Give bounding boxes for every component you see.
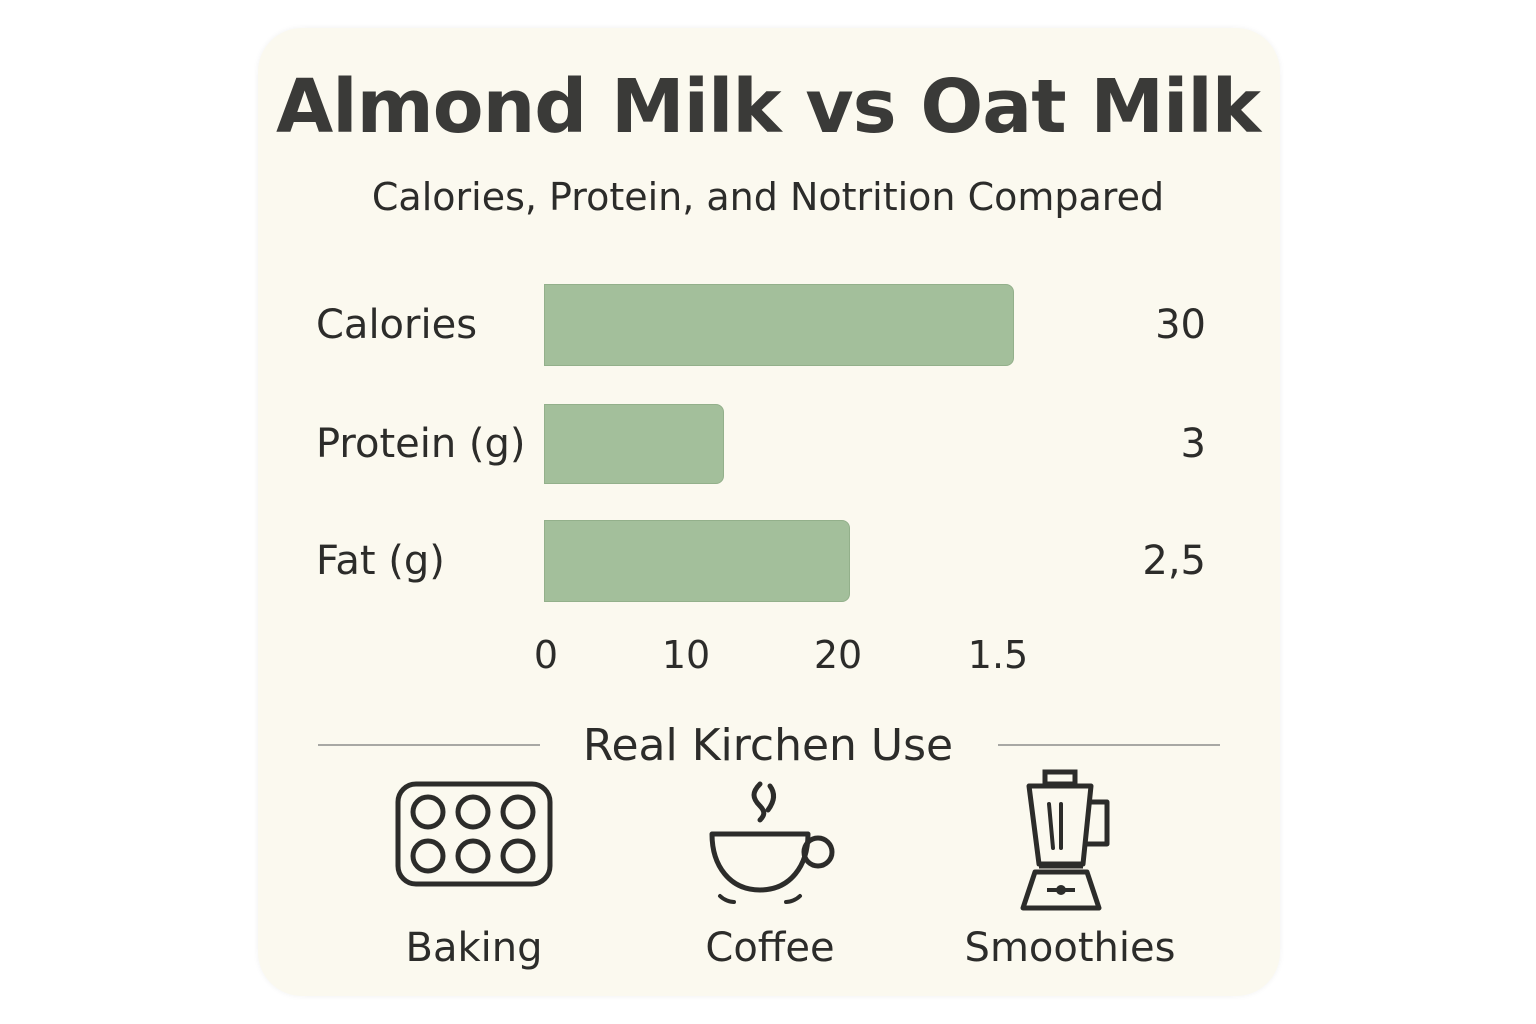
- use-label-coffee: Coffee: [705, 925, 835, 971]
- use-item-coffee: Coffee: [620, 780, 920, 980]
- muffin-tin-icon: [395, 781, 553, 887]
- coffee-cup-icon: [709, 781, 835, 904]
- use-label-baking: Baking: [405, 925, 543, 971]
- x-tick-label: 10: [661, 633, 711, 677]
- x-tick-label: 0: [533, 633, 559, 677]
- bar: [544, 404, 725, 484]
- section-divider-left: [318, 744, 540, 746]
- category-label: Protein (g): [316, 421, 526, 467]
- value-label: 30: [1155, 302, 1206, 348]
- use-label-smoothies: Smoothies: [964, 925, 1176, 971]
- chart-title: Almond Milk vs Oat Milk: [276, 64, 1261, 150]
- category-label: Fat (g): [316, 538, 445, 584]
- category-label: Calories: [316, 302, 478, 348]
- value-label: 3: [1180, 421, 1206, 467]
- bar: [544, 284, 1014, 366]
- chart-subtitle: Calories, Protein, and Notrition Compare…: [371, 175, 1165, 219]
- bar: [544, 520, 850, 602]
- blender-icon: [1020, 769, 1110, 911]
- use-item-baking: Baking: [324, 780, 624, 980]
- section-divider-right: [998, 744, 1220, 746]
- x-tick-label: 1.5: [967, 633, 1029, 677]
- x-tick-label: 20: [813, 633, 863, 677]
- use-item-smoothies: Smoothies: [920, 769, 1220, 980]
- section-title: Real Kirchen Use: [582, 720, 954, 771]
- value-label: 2,5: [1142, 538, 1206, 584]
